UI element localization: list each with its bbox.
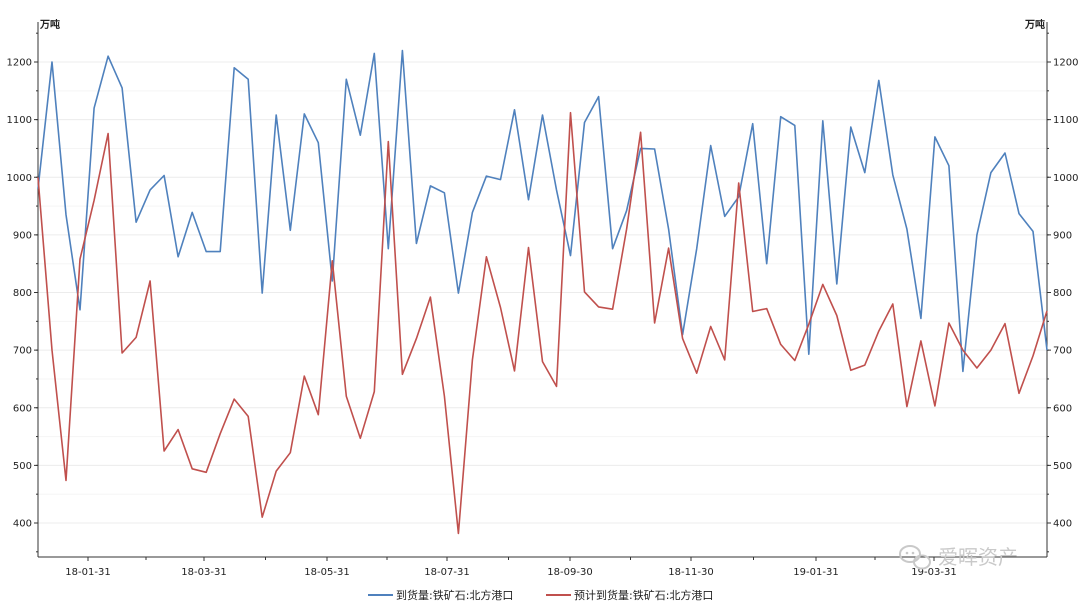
y-tick-label-left: 400 <box>13 519 32 530</box>
x-tick-label: 19-01-31 <box>793 567 838 578</box>
watermark-text: 爱晖资产 <box>938 545 1018 569</box>
y-tick-label-left: 900 <box>13 230 32 241</box>
watermark: 爱晖资产 <box>899 545 1018 570</box>
y-tick-label-right: 800 <box>1053 288 1072 299</box>
axes-layer: 万吨 万吨 <box>37 18 1048 558</box>
right-unit-label: 万吨 <box>1024 18 1045 31</box>
x-tick-label: 18-01-31 <box>65 567 110 578</box>
x-tick-label: 18-07-31 <box>424 567 469 578</box>
y-tick-label-left: 600 <box>13 403 32 414</box>
y-tick-label-right: 400 <box>1053 519 1072 530</box>
y-tick-label-right: 1200 <box>1053 58 1078 69</box>
y-tick-label-right: 600 <box>1053 403 1072 414</box>
x-tick-label: 18-03-31 <box>181 567 226 578</box>
legend-label-expected-arrivals: 预计到货量:铁矿石:北方港口 <box>574 588 713 602</box>
series-line-arrivals <box>37 49 1048 373</box>
wechat-icon <box>899 545 931 570</box>
x-tick-label: 19-03-31 <box>911 567 956 578</box>
y-tick-label-right: 700 <box>1053 346 1072 357</box>
y-tick-label-left: 700 <box>13 346 32 357</box>
y-tick-label-left: 800 <box>13 288 32 299</box>
y-tick-label-right: 500 <box>1053 461 1072 472</box>
y-tick-label-left: 500 <box>13 461 32 472</box>
y-tick-label-right: 1100 <box>1053 115 1078 126</box>
legend-label-arrivals: 到货量:铁矿石:北方港口 <box>396 588 513 602</box>
y-ticks: 400 400 500 500 600 600 700 700 800 800 900 900 1000… <box>7 32 1078 553</box>
series-line-expected-arrivals <box>37 111 1048 535</box>
y-tick-label-right: 900 <box>1053 230 1072 241</box>
y-tick-label-left: 1000 <box>7 173 32 184</box>
series-layer <box>37 49 1048 535</box>
legend: 到货量:铁矿石:北方港口 预计到货量:铁矿石:北方港口 <box>368 588 713 602</box>
x-tick-label: 18-05-31 <box>304 567 349 578</box>
x-tick-label: 18-09-30 <box>547 567 592 578</box>
y-tick-label-left: 1100 <box>7 115 32 126</box>
x-tick-label: 18-11-30 <box>668 567 713 578</box>
legend-item-arrivals: 到货量:铁矿石:北方港口 <box>368 588 513 602</box>
left-unit-label: 万吨 <box>39 18 60 31</box>
y-tick-label-right: 1000 <box>1053 173 1078 184</box>
grid-layer <box>38 61 1047 524</box>
legend-item-expected-arrivals: 预计到货量:铁矿石:北方港口 <box>546 588 713 602</box>
x-ticks: 18-01-31 18-03-31 18-05-31 18-07-31 18-09-30… <box>65 557 957 578</box>
y-tick-label-left: 1200 <box>7 58 32 69</box>
